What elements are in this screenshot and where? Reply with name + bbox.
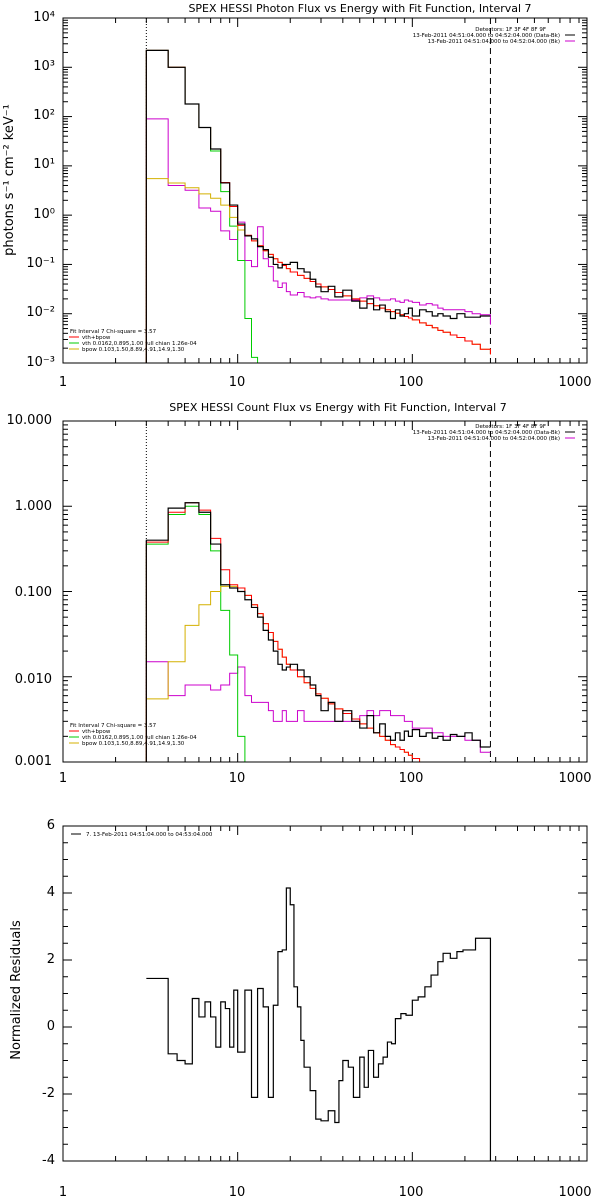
y-tick-label: 0.010 [15,672,52,687]
legend-left-item: vth+bpow [82,335,111,341]
y-tick-label: 0.100 [15,585,52,600]
legend-left-title: Fit Interval 7 Chi-square = 3.57 [70,329,157,335]
y-axis-label: Normalized Residuals [9,920,24,1060]
y-tick-label: 10⁰ [33,207,55,222]
y-tick-label: 1.000 [15,499,52,514]
x-tick-label: 1000 [558,375,591,390]
photon-flux-panel: SPEX HESSI Photon Flux vs Energy with Fi… [2,2,592,390]
x-tick-label: 100 [399,375,424,390]
count-flux-panel: SPEX HESSI Count Flux vs Energy with Fit… [7,401,592,786]
legend-right-item: 13-Feb-2011 04:51:04.000 to 04:52:04.000… [428,436,560,442]
series-line-data-bk [145,49,491,363]
legend-item: 7. 13-Feb-2011 04:51:04.000 to 04:53:04.… [86,832,213,838]
detectors-label: Detectors: 1F 3F 4F 8F 9F [475,424,546,430]
legend-left-item: vth+bpow [82,729,111,735]
series-line-residuals [146,887,492,1161]
series-line-data-bk [145,502,491,762]
legend-right-item: 13-Feb-2011 04:51:04.000 to 04:52:04.000… [413,430,560,436]
legend-left-item: vth 0.0162,0.895,1.00 full chian 1.26e-0… [82,735,197,741]
y-tick-label: 10⁴ [33,10,55,25]
y-tick-label: -4 [42,1153,55,1168]
x-tick-label: 1 [59,1185,67,1200]
y-tick-label: 0.001 [15,754,52,769]
y-tick-label: 10¹ [33,157,55,172]
y-tick-label: 10.000 [7,413,53,428]
series-line-vth-bpow [145,502,427,762]
chart-title: SPEX HESSI Count Flux vs Energy with Fit… [169,401,506,414]
y-tick-label: 0 [47,1019,55,1034]
chart-title: SPEX HESSI Photon Flux vs Energy with Fi… [188,2,531,15]
x-tick-label: 1000 [558,1185,591,1200]
series-line-bk [145,661,491,762]
x-tick-label: 10 [229,771,246,786]
legend-left-item: vth 0.0162,0.895,1.00 full chian 1.26e-0… [82,341,197,347]
legend-left-title: Fit Interval 7 Chi-square = 3.57 [70,723,157,729]
plot-frame [62,825,588,1162]
x-tick-label: 1 [59,771,67,786]
y-tick-label: -2 [42,1086,55,1101]
y-tick-label: 6 [47,818,55,833]
y-axis-label: photons s⁻¹ cm⁻² keV⁻¹ [2,104,17,256]
y-tick-label: 10² [33,108,55,123]
y-tick-label: 4 [47,885,55,900]
y-tick-label: 2 [47,952,55,967]
x-tick-label: 1 [59,375,67,390]
legend-right-item: 13-Feb-2011 04:51:04.000 to 04:52:04.000… [413,33,560,39]
detectors-label: Detectors: 1F 3F 4F 8F 9F [475,27,546,33]
x-tick-label: 10 [229,1185,246,1200]
legend-right-item: 13-Feb-2011 04:51:04.000 to 04:52:04.000… [428,39,560,45]
x-tick-label: 10 [229,375,246,390]
y-tick-label: 10⁻² [26,305,55,320]
series-line-bk [145,118,491,363]
plot-frame [62,17,588,364]
plot-frame [62,420,588,763]
legend-left-item: bpow 0.103,1.50,8.89,4.91,14.9,1.30 [82,347,185,353]
y-tick-label: 10³ [33,59,55,74]
y-tick-label: 10⁻¹ [26,256,55,271]
y-tick-label: 10⁻³ [26,355,55,370]
x-tick-label: 100 [399,1185,424,1200]
x-tick-label: 1000 [558,771,591,786]
x-tick-label: 100 [399,771,424,786]
residuals-panel: Normalized Residuals 7. 13-Feb-2011 04:5… [9,818,592,1200]
legend-left-item: bpow 0.103,1.50,8.89,4.91,14.9,1.30 [82,741,185,747]
